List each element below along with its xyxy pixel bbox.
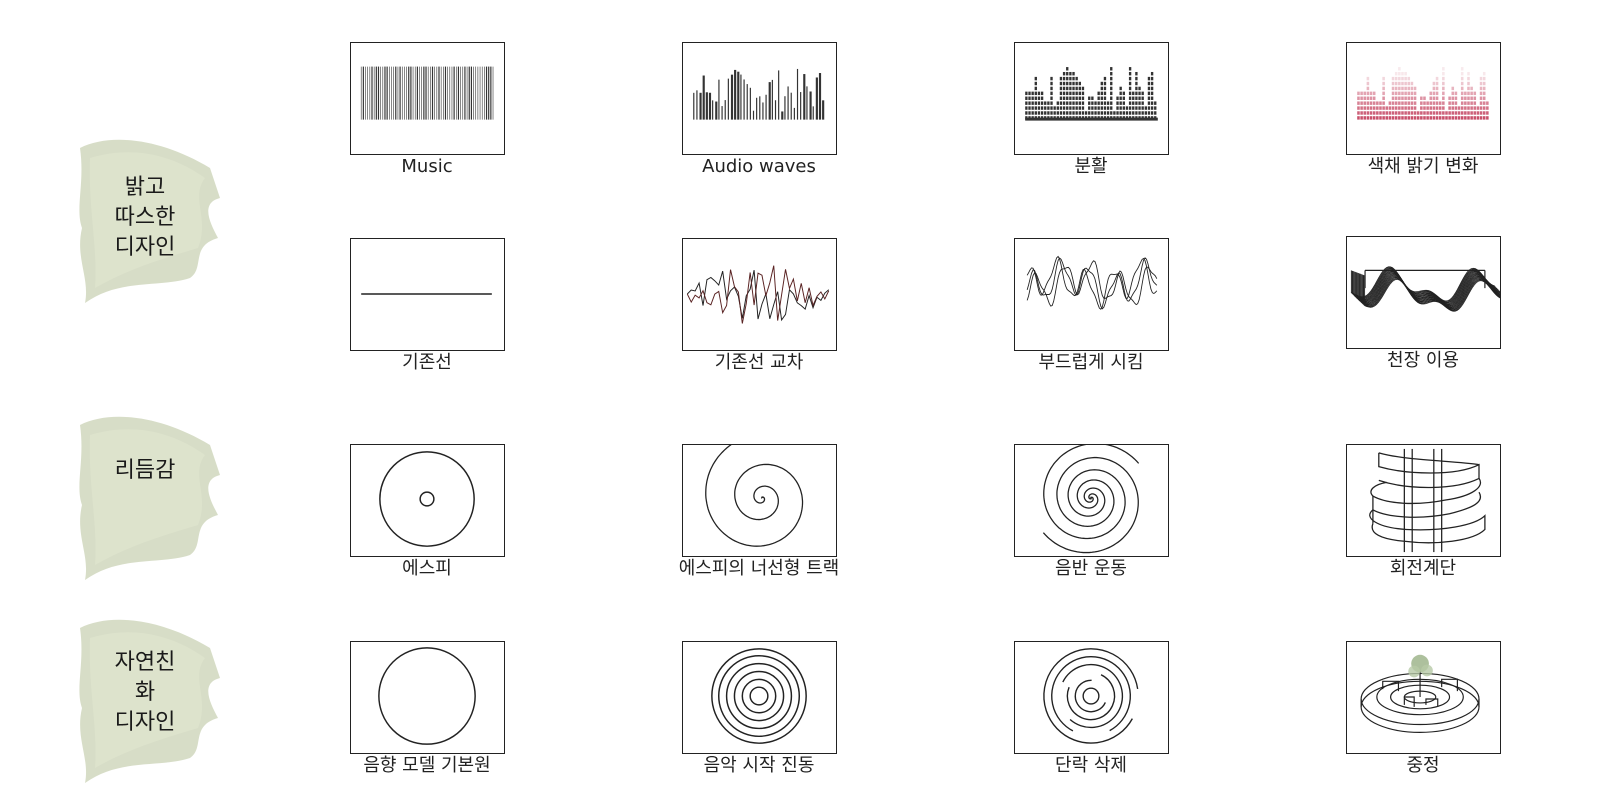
tile-record-motion: 음반 운동 [1001, 444, 1181, 580]
brush-stroke-icon [79, 416, 220, 580]
tile-segmented: 분활 [1001, 42, 1181, 178]
tile-lp: 에스피 [337, 444, 517, 580]
courtyard-model-icon [1345, 641, 1501, 754]
category-nature: 자연친화 디자인 [70, 608, 220, 788]
tile-baseline-cross: 기존선 교차 [669, 238, 849, 374]
tile-caption: 분활 [1074, 156, 1108, 177]
zigzag-wave-icon [681, 238, 837, 351]
tile-courtyard: 중정 [1333, 641, 1513, 777]
concentric-rings-icon [681, 641, 837, 754]
category-label: 밝고 따스한 디자인 [114, 175, 176, 260]
tile-caption: 음악 시작 진동 [703, 755, 815, 776]
flat-line-icon [349, 238, 505, 351]
tile-caption: 부드럽게 시킴 [1038, 352, 1144, 373]
category-rhythm: 리듬감 [70, 405, 220, 585]
brush-stroke-icon [79, 139, 220, 303]
tile-lp-spiral: 에스피의 너선형 트랙 [669, 444, 849, 580]
category-label: 자연친화 디자인 [114, 650, 176, 735]
tile-caption: Audio waves [702, 156, 816, 177]
tile-music: Music [337, 42, 517, 178]
tile-segment-delete: 단락 삭제 [1001, 641, 1181, 777]
category-warm: 밝고 따스한 디자인 [70, 128, 220, 308]
tile-caption: 음향 모델 기본원 [363, 755, 491, 776]
tile-color-brightness: 색채 밝기 변화 [1333, 42, 1513, 178]
double-spiral-icon [1013, 444, 1169, 557]
barcode-bars-icon [349, 42, 505, 155]
broken-rings-icon [1013, 641, 1169, 754]
audio-bars-icon [681, 42, 837, 155]
tile-caption: 회전계단 [1389, 558, 1457, 579]
tile-caption: 기존선 교차 [714, 352, 804, 373]
tile-caption: 중정 [1406, 755, 1440, 776]
tile-caption: 에스피 [402, 558, 452, 579]
tile-caption: 색채 밝기 변화 [1367, 156, 1479, 177]
disc-icon [349, 444, 505, 557]
smooth-wave-icon [1013, 238, 1169, 351]
tile-caption: 기존선 [402, 352, 452, 373]
tile-smoothed: 부드럽게 시킴 [1001, 238, 1181, 374]
spiral-staircase-icon [1345, 444, 1501, 557]
spiral-track-icon [681, 444, 837, 557]
tile-caption: 천장 이용 [1387, 350, 1459, 371]
tile-audio-waves: Audio waves [669, 42, 849, 178]
tile-ceiling: 천장 이용 [1333, 236, 1513, 372]
tile-spiral-stairs: 회전계단 [1333, 444, 1513, 580]
tile-music-vibration: 음악 시작 진동 [669, 641, 849, 777]
circle-icon [349, 641, 505, 754]
tile-caption: Music [401, 156, 453, 177]
tile-acoustic-circle: 음향 모델 기본원 [337, 641, 517, 777]
segmented-bars-icon [1013, 42, 1169, 155]
gradient-bars-icon [1345, 42, 1501, 155]
ceiling-wave-icon [1345, 236, 1501, 349]
tile-baseline: 기존선 [337, 238, 517, 374]
category-label: 리듬감 [114, 458, 176, 483]
tile-caption: 단락 삭제 [1055, 755, 1127, 776]
tile-caption: 음반 운동 [1055, 558, 1127, 579]
brush-stroke-icon [79, 619, 220, 783]
tile-caption: 에스피의 너선형 트랙 [678, 558, 840, 579]
